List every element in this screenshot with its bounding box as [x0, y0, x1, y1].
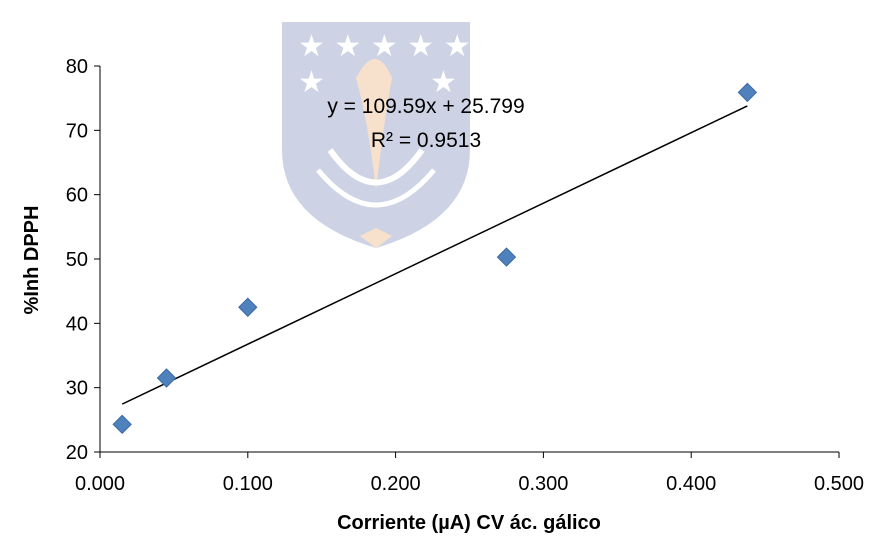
y-tick-label: 60	[66, 185, 88, 207]
trendline-r2: R² = 0.9513	[371, 129, 481, 152]
y-tick-label: 20	[66, 442, 88, 464]
y-axis-title: %Inh DPPH	[21, 206, 43, 315]
data-points	[112, 82, 758, 435]
y-tick-label: 50	[66, 249, 88, 271]
svg-text:★: ★	[298, 65, 325, 100]
trendline-equation: y = 109.59x + 25.799	[327, 95, 524, 118]
x-tick-label: 0.200	[371, 473, 421, 495]
trendline	[121, 105, 748, 405]
x-tick-label: 0.300	[518, 473, 568, 495]
x-tick-label: 0.000	[75, 473, 125, 495]
data-point-marker	[112, 414, 132, 435]
watermark-seal: ★ ★ ★ ★ ★ ★ ★	[282, 22, 471, 248]
x-tick-label: 0.400	[666, 473, 716, 495]
y-tick-label: 80	[66, 56, 88, 78]
svg-text:★: ★	[430, 65, 457, 100]
y-tick-label: 70	[66, 120, 88, 142]
x-tick-group: 0.000 0.100 0.200 0.300 0.400 0.500	[75, 452, 864, 495]
data-point-marker	[737, 82, 758, 103]
data-point-marker	[496, 247, 517, 267]
y-tick-group: 20 30 40 50 60 70 80	[66, 56, 100, 464]
x-tick-label: 0.100	[223, 473, 273, 495]
x-axis-title: Corriente (µA) CV ác. gálico	[337, 512, 601, 534]
data-point-marker	[238, 297, 258, 317]
y-tick-label: 40	[66, 313, 88, 335]
x-tick-label: 0.500	[814, 473, 864, 495]
data-point-marker	[156, 368, 177, 388]
svg-text:★ ★ ★ ★ ★: ★ ★ ★ ★ ★	[298, 29, 471, 64]
y-tick-label: 30	[66, 378, 88, 400]
